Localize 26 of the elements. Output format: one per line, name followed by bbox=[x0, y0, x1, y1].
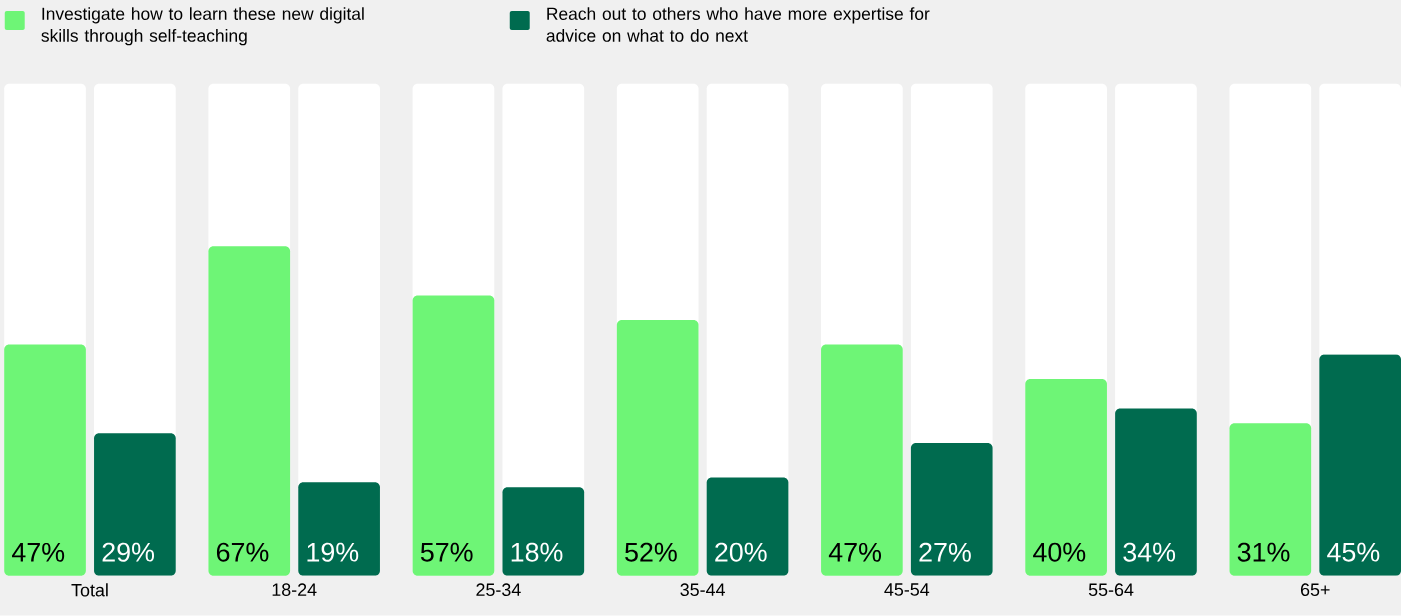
bar bbox=[706, 477, 789, 576]
data-label: 34% bbox=[1123, 542, 1176, 562]
x-tick-label: 18-24 bbox=[272, 583, 317, 597]
data-label: 18% bbox=[511, 542, 563, 562]
bar bbox=[502, 487, 585, 576]
data-label: 57% bbox=[420, 542, 473, 562]
data-label: 47% bbox=[828, 543, 882, 562]
x-tick-label: 45-54 bbox=[884, 583, 930, 596]
data-label: 45% bbox=[1327, 542, 1380, 562]
bar bbox=[298, 482, 380, 576]
data-label: 40% bbox=[1033, 542, 1086, 562]
legend-label: Investigate how to learn these new digital skills through self-teaching bbox=[41, 7, 364, 46]
data-label: 19% bbox=[307, 542, 359, 562]
x-tick-label: 55-64 bbox=[1088, 583, 1134, 597]
x-tick-label: 65+ bbox=[1300, 583, 1330, 597]
x-tick-label: 25-34 bbox=[476, 583, 521, 597]
data-label: 31% bbox=[1237, 542, 1290, 562]
x-tick-label: Total bbox=[71, 583, 108, 597]
x-tick-label: 35-44 bbox=[680, 583, 725, 597]
data-label: 67% bbox=[216, 542, 269, 562]
legend-label: Reach out to others who have more expertise for advice on what to do next bbox=[546, 7, 930, 42]
data-label: 29% bbox=[102, 542, 155, 562]
data-label: 20% bbox=[715, 542, 767, 562]
data-label: 52% bbox=[625, 542, 677, 562]
data-label: 27% bbox=[919, 542, 971, 562]
data-label: 47% bbox=[12, 543, 65, 562]
